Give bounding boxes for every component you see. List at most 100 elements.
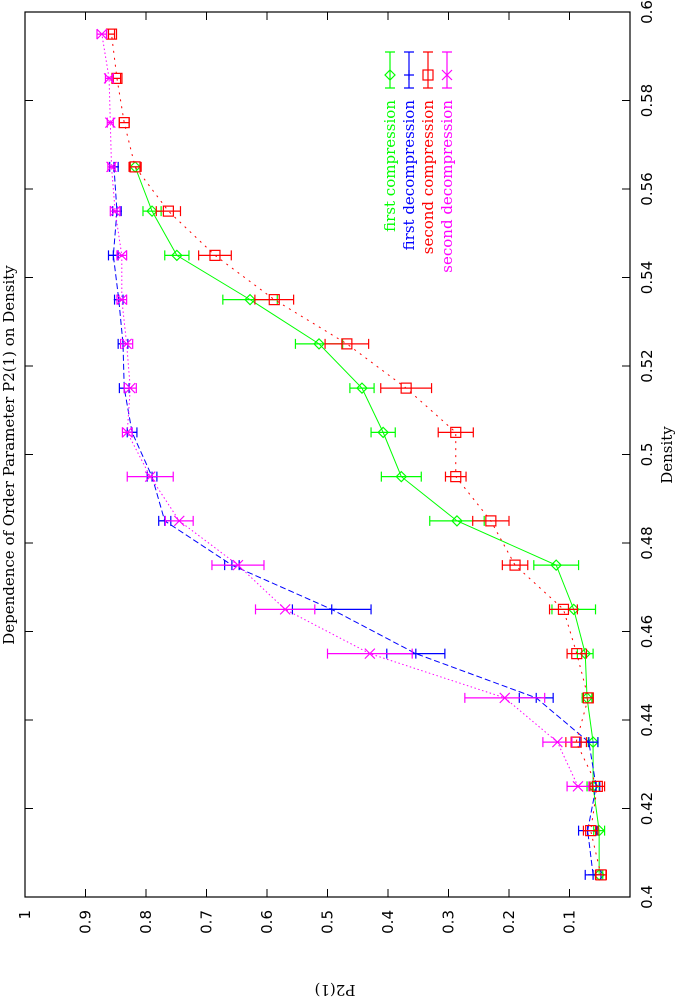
data-point	[572, 780, 584, 792]
error-bar	[118, 117, 130, 128]
y-axis-label: P2(1)	[315, 981, 356, 999]
series-second-decompression	[96, 28, 590, 792]
x-tick-label: 0.42	[638, 792, 656, 825]
x-tick-label: 0.48	[638, 526, 656, 559]
error-bar	[107, 29, 116, 40]
y-tick-label: 0.9	[77, 910, 95, 934]
data-point	[364, 648, 376, 660]
data-point	[557, 603, 570, 615]
series-line	[134, 166, 600, 875]
legend-marker	[404, 70, 414, 80]
data-point	[209, 249, 221, 261]
y-tick-label: 0.1	[561, 910, 579, 934]
axis-ticks: 0.4 0.42 0.44 0.46 0.48 0.5 0.52 0.54 0.56 0.58 0.…	[16, 0, 656, 934]
legend: first compression first decompression seco…	[381, 51, 456, 273]
data-point	[377, 426, 390, 439]
error-bar	[380, 383, 433, 394]
data-point	[162, 205, 174, 217]
plot-frame	[24, 11, 631, 898]
legend-entry: second decompression	[438, 51, 456, 273]
error-bar	[472, 515, 510, 526]
error-bar	[370, 427, 396, 438]
data-point	[116, 249, 128, 261]
data-point	[582, 692, 594, 704]
x-tick-label: 0.44	[638, 703, 656, 736]
error-bar	[198, 250, 232, 261]
data-point	[585, 825, 597, 837]
series-first-compression	[129, 161, 606, 881]
data-point	[591, 780, 603, 792]
data-point	[244, 293, 256, 306]
data-point	[116, 294, 128, 306]
data-point	[571, 648, 583, 660]
legend-label: first compression	[381, 100, 399, 232]
error-bar	[501, 560, 529, 571]
data-point	[268, 294, 280, 306]
legend-marker	[422, 69, 434, 81]
x-tick-label: 0.56	[638, 172, 656, 205]
error-bar	[380, 471, 422, 482]
error-bar	[164, 250, 190, 261]
series-line	[101, 34, 579, 787]
data-point	[129, 161, 141, 173]
error-bar	[444, 471, 467, 482]
data-point	[400, 382, 412, 394]
data-point	[96, 28, 108, 40]
error-bar	[128, 161, 142, 172]
data-point	[356, 382, 368, 394]
y-tick-label: 0.6	[258, 910, 276, 934]
data-point	[171, 249, 183, 262]
x-tick-label: 0.54	[638, 261, 656, 294]
x-tick-label: 0.5	[638, 443, 656, 467]
x-tick-label: 0.4	[638, 885, 656, 909]
x-tick-label: 0.6	[638, 0, 656, 24]
data-point	[104, 117, 116, 129]
data-point	[121, 426, 133, 438]
data-point	[124, 382, 136, 394]
error-bar	[437, 427, 474, 438]
data-point	[450, 426, 462, 438]
data-point	[279, 603, 291, 615]
data-point	[509, 559, 521, 571]
error-bar	[155, 206, 182, 217]
data-point	[121, 338, 133, 350]
y-tick-label: 0.3	[440, 910, 458, 934]
chart-title: Dependence of Order Parameter P2(1) on D…	[0, 265, 18, 645]
error-bar	[324, 338, 370, 349]
series-line	[111, 34, 602, 875]
data-point	[485, 515, 497, 527]
error-bar	[254, 294, 295, 305]
data-point	[550, 559, 563, 571]
data-point	[587, 736, 599, 748]
y-tick-label: 0.7	[198, 910, 216, 934]
legend-label: second decompression	[438, 100, 456, 273]
x-tick-label: 0.52	[638, 349, 656, 382]
error-bar	[112, 73, 122, 84]
data-point	[144, 471, 156, 483]
error-bar	[548, 604, 578, 615]
data-point	[109, 205, 121, 217]
data-point	[595, 869, 607, 881]
error-bar	[349, 383, 375, 394]
data-point	[499, 692, 511, 704]
legend-label: first decompression	[400, 100, 418, 251]
legend-label: second compression	[419, 100, 437, 255]
x-tick-label: 0.58	[638, 84, 656, 117]
data-point	[103, 72, 115, 84]
error-bar	[566, 648, 588, 659]
legend-entry: second compression	[419, 51, 437, 255]
data-point	[232, 559, 244, 571]
y-tick-label: 0.4	[379, 910, 397, 934]
legend-marker	[384, 69, 396, 81]
series-layer	[96, 28, 608, 881]
data-point	[326, 604, 337, 615]
data-point	[341, 338, 353, 350]
data-point	[551, 736, 563, 748]
x-tick-label: 0.46	[638, 615, 656, 648]
legend-sample	[442, 51, 452, 89]
y-tick-label: 0.8	[137, 910, 155, 934]
y-tick-label: 0.2	[500, 910, 518, 934]
y-tick-label: 1	[16, 910, 34, 920]
legend-marker	[441, 69, 453, 81]
legend-entry: first compression	[381, 51, 399, 232]
